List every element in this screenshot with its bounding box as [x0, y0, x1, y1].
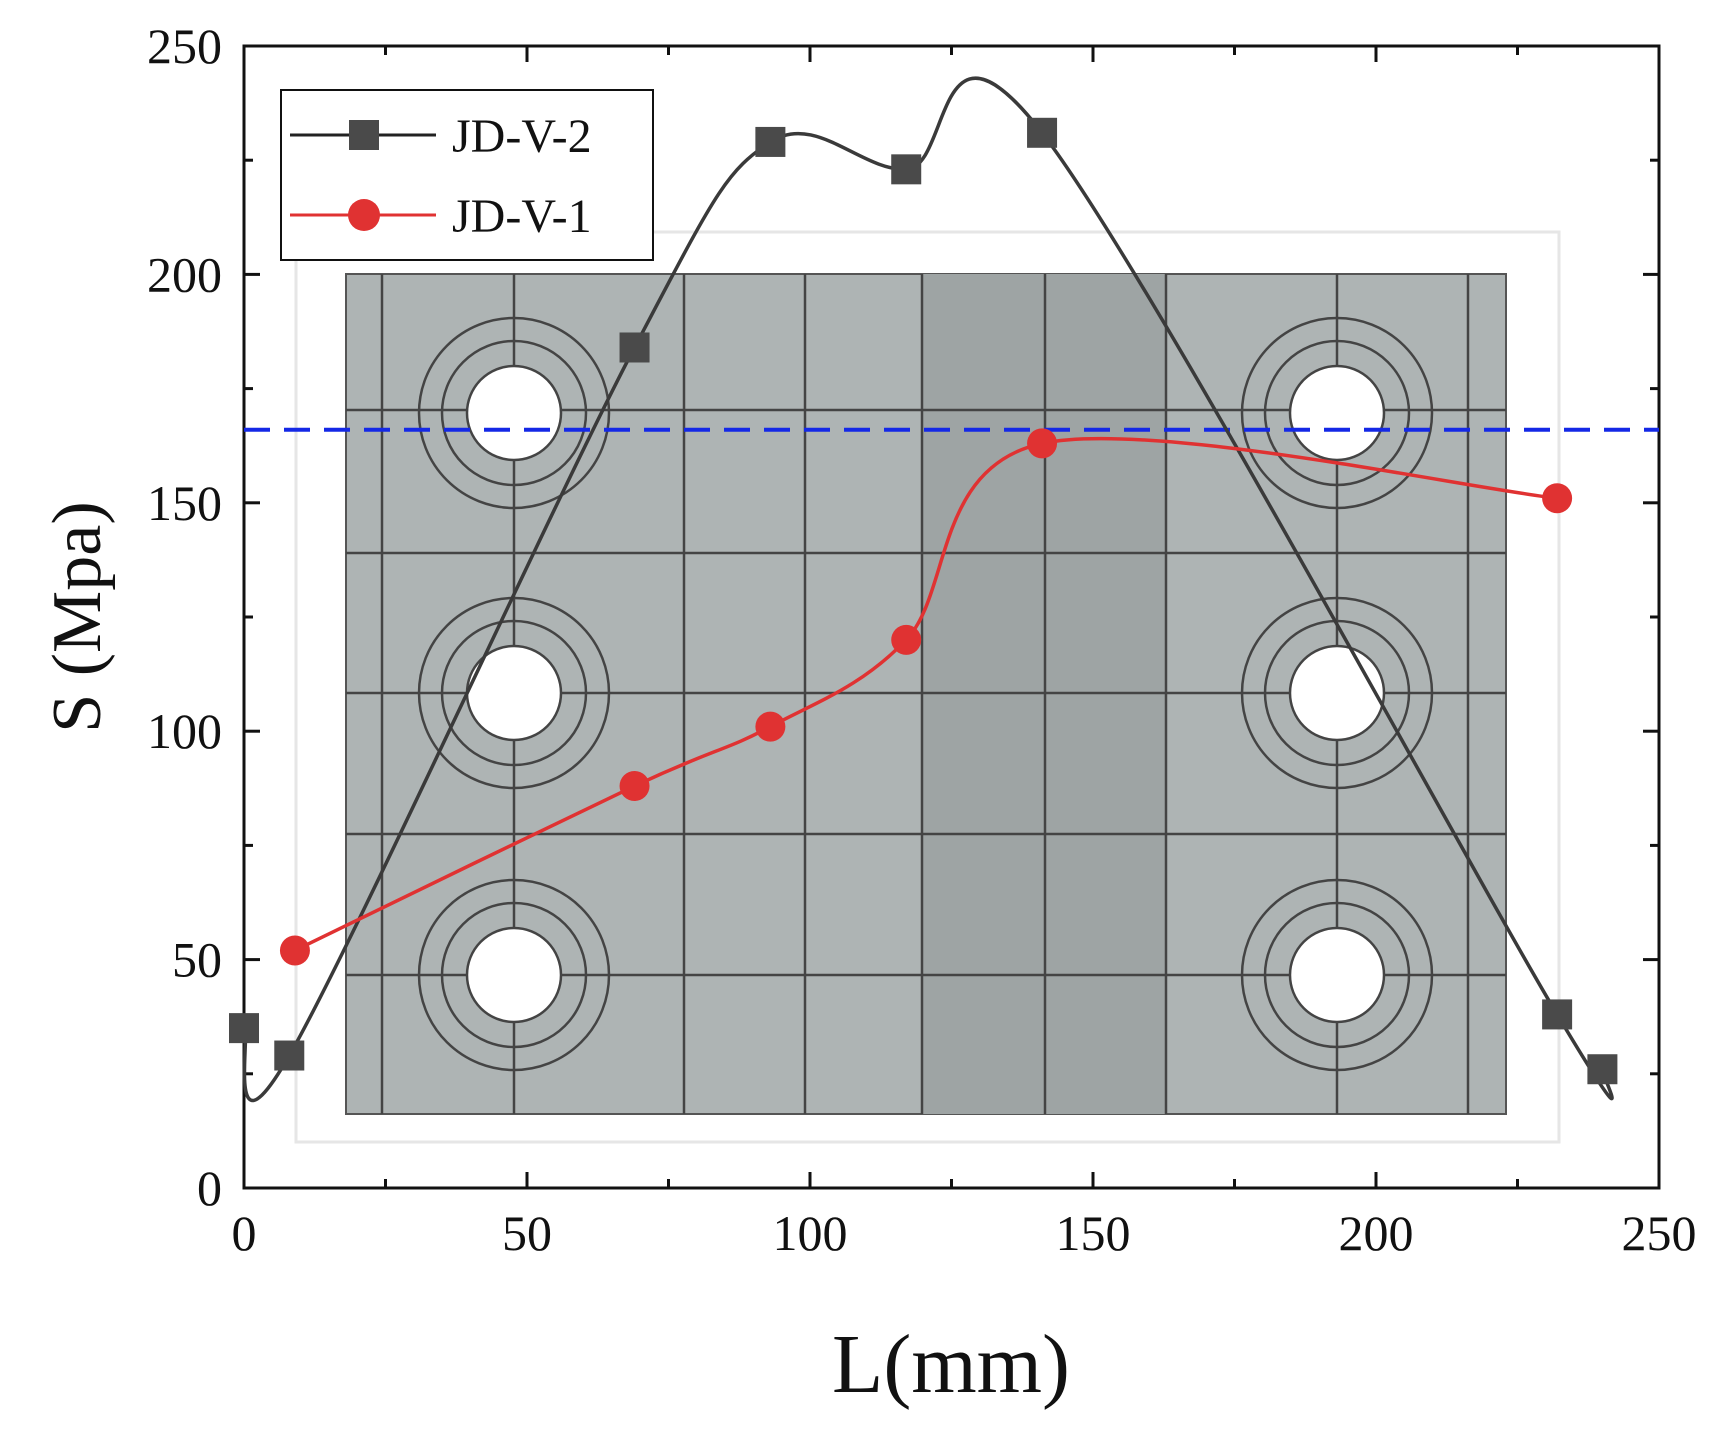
data-point-jd-v-1 — [891, 624, 922, 655]
axis-ticks — [242, 44, 1661, 1190]
data-point-jd-v-1 — [1027, 428, 1058, 459]
data-point-jd-v-2 — [755, 126, 786, 157]
x-tick-label: 0 — [232, 1205, 257, 1261]
x-tick-label: 100 — [773, 1205, 848, 1261]
legend-marker-jd-v-2 — [349, 120, 379, 150]
series-line-jd-v-2 — [242, 76, 1614, 1103]
data-point-jd-v-2 — [229, 1013, 259, 1044]
y-tick-label: 50 — [172, 932, 222, 988]
x-tick-label: 150 — [1056, 1205, 1131, 1261]
y-tick-label: 250 — [147, 18, 222, 74]
x-tick-label: 200 — [1339, 1205, 1414, 1261]
x-axis-title: L(mm) — [832, 1318, 1070, 1411]
y-axis-title: S (Mpa) — [39, 501, 116, 732]
data-point-jd-v-2 — [1587, 1054, 1618, 1085]
data-point-jd-v-2 — [1027, 117, 1058, 148]
series-layer — [229, 76, 1618, 1103]
legend-label-jd-v-2: JD-V-2 — [452, 110, 592, 163]
legend-box — [280, 89, 654, 261]
y-tick-label: 100 — [147, 703, 222, 759]
y-tick-label: 150 — [147, 475, 222, 531]
axis-tick-labels: 0 50 100 150 200 250 0 50 100 150 200 250 — [147, 18, 1697, 1261]
bolt-hole-icon — [417, 596, 611, 790]
bolt-hole-icon — [1240, 878, 1434, 1072]
y-tick-label: 0 — [197, 1160, 222, 1216]
x-tick-label: 250 — [1622, 1205, 1697, 1261]
data-point-jd-v-1 — [279, 935, 310, 966]
y-tick-label: 200 — [147, 246, 222, 302]
data-point-jd-v-2 — [274, 1040, 305, 1071]
legend-label-jd-v-1: JD-V-1 — [452, 190, 592, 243]
bolt-hole-icon — [417, 316, 611, 510]
bolt-hole-icon — [1240, 316, 1434, 510]
data-point-jd-v-2 — [1542, 999, 1573, 1030]
legend: JD-V-2 JD-V-1 — [280, 89, 654, 261]
data-point-jd-v-2 — [619, 332, 650, 363]
legend-marker-jd-v-1 — [348, 199, 380, 231]
data-point-jd-v-1 — [755, 711, 786, 742]
data-point-jd-v-1 — [1542, 483, 1573, 514]
bolt-hole-icon — [417, 878, 611, 1072]
series-line-jd-v-1 — [294, 436, 1558, 953]
bolted-plate-mesh-icon — [294, 230, 1561, 1144]
data-point-jd-v-1 — [619, 771, 650, 802]
x-tick-label: 50 — [502, 1205, 552, 1261]
data-point-jd-v-2 — [891, 154, 922, 185]
